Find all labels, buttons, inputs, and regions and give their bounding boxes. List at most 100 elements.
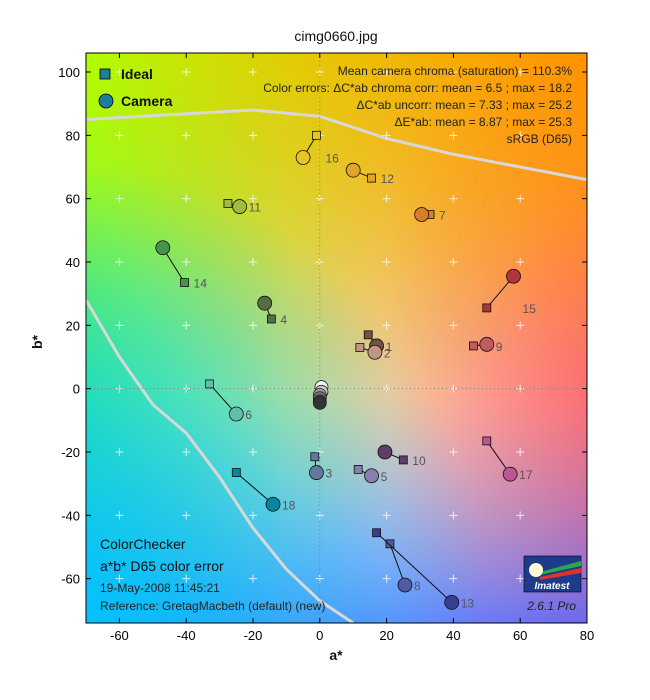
y-tick-label: 40 [66,255,80,270]
grid-cross [249,574,257,583]
x-tick-label: 40 [446,628,460,643]
patch-label: 9 [496,340,503,354]
camera-point [232,199,248,214]
legend: Ideal Camera [98,66,173,109]
grid-cross [182,131,191,140]
error-line [235,472,274,505]
camera-point [345,162,361,178]
patch-label: 6 [245,408,252,422]
ideal-point [367,173,376,183]
grid-cross [182,68,191,76]
y-axis-label: b* [29,334,45,349]
ideal-point [310,452,320,462]
grid-cross [249,321,257,330]
ideal-point [372,528,381,538]
grid-cross [382,131,391,140]
grid-cross [449,511,458,520]
ideal-point [385,539,395,549]
camera-point [377,444,393,460]
patch-label: 13 [461,596,475,610]
y-tick-label: -40 [61,508,80,523]
chart-title: cimg0660.jpg [294,28,377,44]
ideal-point [223,199,233,208]
y-tick-label: -60 [61,572,80,587]
grid-cross [516,258,525,266]
grid-cross [182,258,191,266]
camera-point [444,595,460,610]
patch-label: 18 [282,498,296,512]
patch-label: 5 [381,470,388,484]
stats-line-3: ΔC*ab uncorr: mean = 7.33 ; max = 25.2 [357,98,573,112]
x-axis: -60 -40 -20 0 20 40 60 80 [110,53,594,643]
stats-line-4: ΔE*ab: mean = 8.87 ; max = 25.3 [395,115,573,129]
grid-cross [449,131,458,140]
patch-label: 8 [414,579,421,593]
version-text: 2.6.1 Pro [526,599,576,613]
camera-point [506,268,521,284]
error-line [376,532,453,603]
patch-label: 15 [523,302,537,316]
patch-label: 3 [325,467,332,481]
neutral-point [312,396,327,410]
patch-label: 12 [381,172,395,186]
grid-cross [115,511,124,520]
ideal-point [180,278,189,287]
camera-point [228,406,244,422]
note-reference: Reference: GretagMacbeth (default) (new) [100,599,325,613]
patch-label: 11 [249,201,262,215]
grid-cross [249,448,257,456]
grid-cross [449,448,458,456]
imatest-logo: Imatest 2.6.1 Pro [523,555,582,613]
camera-point [397,577,413,593]
grid-cross [516,194,525,203]
logo-stripe-red [540,568,581,580]
camera-point [155,240,171,256]
grid-cross [115,258,124,266]
camera-point [257,295,273,311]
x-tick-label: 0 [316,628,323,643]
patch-label: 17 [519,468,533,482]
plot-frame [85,52,588,624]
y-tick-label: 60 [66,192,80,207]
ideal-point [231,468,241,477]
x-tick-label: -20 [244,628,263,643]
x-axis-label: a* [329,647,343,663]
patch-label: 10 [412,454,426,468]
gamut-curve-lower [86,299,355,623]
x-tick-label: 20 [379,628,393,643]
grid-cross [516,511,525,520]
camera-point [364,468,379,484]
ideal-point [469,341,478,351]
grid-cross [182,321,191,330]
x-tick-label: 60 [513,628,527,643]
legend-camera-marker [98,93,114,109]
ideal-point [312,130,321,140]
patch-label: 1 [386,340,393,354]
grid-cross [449,194,458,203]
y-tick-label: 0 [73,382,80,397]
grid-cross [449,258,458,266]
y-tick-label: 80 [66,128,80,143]
grid-cross [115,574,124,583]
grid-cross [382,574,391,583]
legend-ideal-marker [99,68,111,80]
note-timestamp: 19-May-2008 11:45:21 [100,581,220,595]
patch-label: 2 [384,346,391,360]
grid-cross [182,574,191,583]
grid-cross [115,68,124,76]
note-chart-name: ColorChecker [100,536,186,552]
grid-cross [115,321,124,330]
grid-cross [449,321,458,330]
camera-point [367,344,383,360]
ideal-point [266,314,276,324]
grid-cross [115,131,124,140]
grid-cross [449,574,458,583]
ideal-point [353,465,363,474]
y-tick-label: 100 [58,65,80,80]
grid-cross [382,68,391,76]
ideal-point [482,303,492,313]
ideal-point [355,343,365,352]
stats-line-1: Mean camera chroma (saturation) = 110.3% [338,64,573,78]
plot-background-bottom-left [86,53,587,623]
